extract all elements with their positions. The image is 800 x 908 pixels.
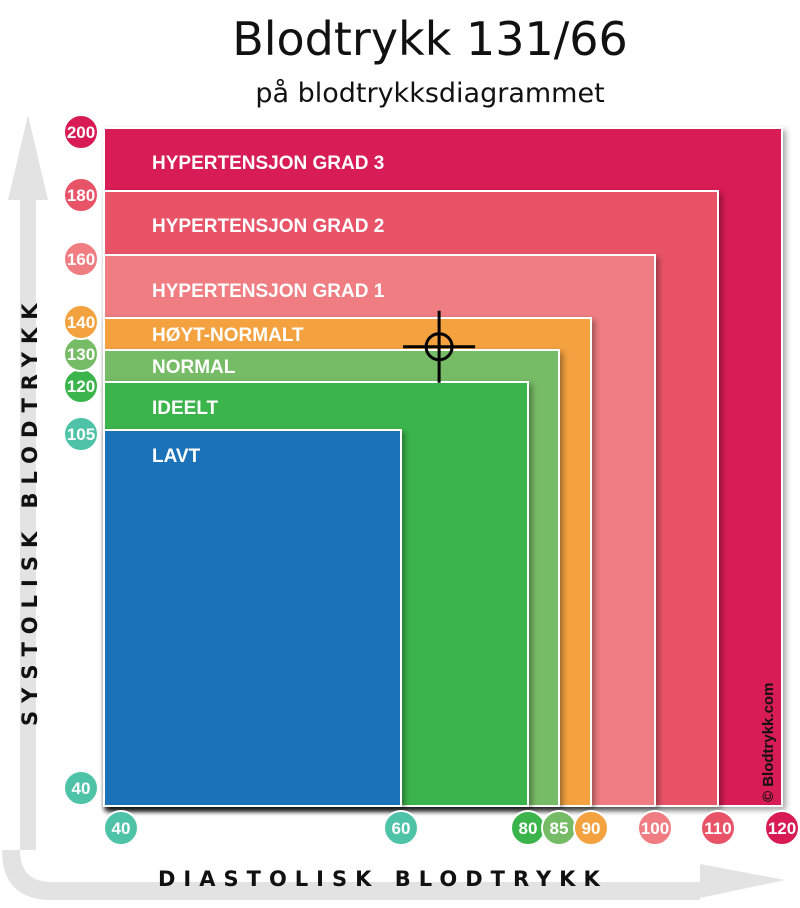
y-tick-label: 40 — [72, 779, 91, 798]
x-tick-label: 110 — [704, 819, 731, 838]
y-tick-label: 200 — [67, 123, 95, 142]
zone-label-lavt: LAVT — [152, 446, 201, 467]
x-tick-90: 90 — [573, 810, 609, 846]
x-tick-100: 100 — [637, 810, 673, 846]
reading-marker — [403, 310, 476, 383]
x-tick-label: 85 — [550, 819, 569, 838]
x-tick-circle — [700, 810, 736, 846]
page-subtitle: på blodtrykksdiagrammet — [255, 78, 605, 109]
y-tick-circle — [63, 770, 99, 806]
x-tick-label: 100 — [641, 819, 669, 838]
y-tick-160: 160 — [63, 241, 99, 277]
y-tick-label: 105 — [67, 425, 95, 444]
x-tick-110: 110 — [700, 810, 736, 846]
y-axis-title: SYSTOLISK BLODTRYKK — [18, 295, 42, 726]
x-tick-120: 120 — [764, 810, 800, 846]
page-title: Blodtrykk 131/66 — [232, 12, 628, 66]
x-tick-circle — [637, 810, 673, 846]
y-tick-130: 130 — [63, 336, 99, 372]
y-tick-label: 120 — [67, 377, 95, 396]
y-tick-circle — [63, 241, 99, 277]
y-tick-circle — [63, 304, 99, 340]
y-tick-circle — [63, 114, 99, 150]
axis-arrows — [2, 115, 785, 900]
zone-label-hypertensjon-grad-2: HYPERTENSJON GRAD 2 — [152, 216, 384, 237]
y-tick-40: 40 — [63, 770, 99, 806]
x-tick-circle — [573, 810, 609, 846]
watermark-text: © Blodtrykk.com — [760, 683, 777, 802]
x-tick-label: 120 — [768, 819, 796, 838]
zone-label-hypertensjon-grad-1: HYPERTENSJON GRAD 1 — [152, 281, 385, 302]
x-tick-label: 60 — [392, 819, 411, 838]
x-tick-label: 80 — [519, 819, 538, 838]
x-tick-80: 80 — [510, 810, 546, 846]
y-tick-circle — [63, 177, 99, 213]
y-tick-label: 180 — [67, 186, 95, 205]
x-tick-circle — [103, 810, 139, 846]
y-tick-180: 180 — [63, 177, 99, 213]
y-tick-140: 140 — [63, 304, 99, 340]
y-axis-arrow — [8, 115, 48, 850]
zone-label-hypertensjon-grad-3: HYPERTENSJON GRAD 3 — [152, 153, 384, 174]
x-tick-label: 90 — [582, 819, 601, 838]
zone-label-ideelt: IDEELT — [152, 398, 219, 419]
y-tick-label: 160 — [67, 250, 95, 269]
y-tick-120: 120 — [63, 368, 99, 404]
x-tick-label: 40 — [112, 819, 131, 838]
zone-label-normal: NORMAL — [152, 357, 236, 378]
x-axis-arrow — [2, 850, 785, 900]
y-tick-label: 130 — [67, 345, 95, 364]
x-tick-40: 40 — [103, 810, 139, 846]
zone-lavt — [103, 429, 402, 807]
y-tick-label: 140 — [67, 313, 95, 332]
x-tick-circle — [383, 810, 419, 846]
zone-label-hoyt-normalt: HØYT-NORMALT — [152, 325, 304, 346]
x-tick-circle — [764, 810, 800, 846]
y-tick-200: 200 — [63, 114, 99, 150]
x-tick-85: 85 — [541, 810, 577, 846]
x-tick-60: 60 — [383, 810, 419, 846]
y-tick-105: 105 — [63, 416, 99, 452]
x-axis-title: DIASTOLISK BLODTRYKK — [158, 867, 608, 891]
y-tick-circle — [63, 416, 99, 452]
